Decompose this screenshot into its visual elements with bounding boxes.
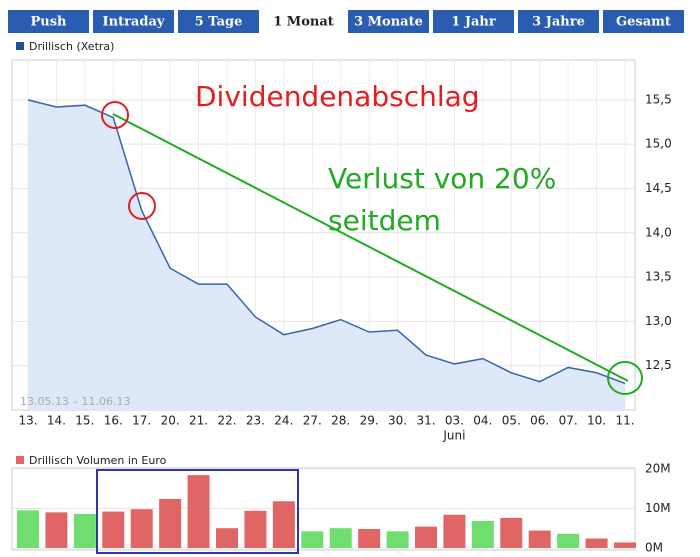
x-tick-label: 07. [559,414,578,428]
x-tick-label: 20. [161,414,180,428]
legend-swatch [16,42,24,50]
y-tick-label: 20M [645,461,671,475]
tab-label[interactable]: 5 Tage [195,15,243,30]
volume-bar [159,498,182,548]
volume-bar [301,531,324,548]
x-tick-label: 14. [47,414,66,428]
volume-bar [585,538,608,548]
x-tick-label: 04. [473,414,492,428]
volume-bar [102,511,125,548]
y-tick-label: 13,5 [645,270,672,284]
annotation: Dividendenabschlag [195,80,480,113]
volume-bar [130,509,153,548]
tab-label[interactable]: Push [31,15,68,30]
x-tick-label: 17. [132,414,151,428]
trend-line [112,113,629,382]
volume-chart: 0M 10M 20M [12,461,671,555]
x-tick-label: 21. [189,414,208,428]
tab-bar: Push Intraday 5 Tage 1 Monat 3 Monate 1 Jahr 3… [8,10,684,33]
y-tick-label: 0M [645,541,663,555]
x-tick-label: 15. [75,414,94,428]
y-tick-label: 15,5 [645,92,672,106]
y-tick-label: 13,0 [645,314,672,328]
x-tick-label: 24. [274,414,293,428]
x-tick-label: 16. [104,414,123,428]
x-tick-label: 03. [445,414,464,428]
price-area [28,99,625,411]
x-tick-label: 13. [18,414,37,428]
annotation: seitdem [328,204,441,237]
tab[interactable] [603,10,684,33]
tab-label[interactable]: Intraday [103,15,165,30]
price-line [27,99,626,385]
month-label: Juni [442,429,465,443]
tab-label[interactable]: 1 Jahr [451,15,496,30]
y-tick-label: 14,0 [645,225,672,239]
volume-bar [216,528,238,548]
volume-bar [614,542,636,548]
tab[interactable] [178,10,259,33]
marker-circle [607,361,643,395]
volume-bar [471,521,494,548]
price-chart: 12,5 13,0 13,5 14,0 14,5 15,0 15,5 13. 14. 15. 16.… [12,60,672,443]
tab-label[interactable]: Gesamt [616,15,671,30]
date-range: 13.05.13 – 11.06.13 [20,395,130,408]
x-tick-label: 29. [360,414,379,428]
marker-circle [128,192,156,220]
volume-bar [500,517,523,548]
tab[interactable] [263,10,344,33]
y-tick-label: 12,5 [645,358,672,372]
x-tick-label: 30. [388,414,407,428]
volume-bar [329,528,352,548]
tab[interactable] [433,10,514,33]
x-tick-label: 06. [530,414,549,428]
tab-label[interactable]: 3 Monate [354,15,423,30]
volume-bar [557,533,580,548]
x-tick-label: 27. [303,414,322,428]
y-tick-label: 14,5 [645,181,672,195]
volume-bar [17,510,39,548]
volume-bar [386,531,409,548]
volume-bar [272,501,295,548]
volume-bar [244,510,267,548]
volume-bar [45,512,68,548]
legend-swatch [16,456,24,464]
volume-bar [528,530,551,548]
tab[interactable] [348,10,429,33]
x-tick-label: 11. [615,414,634,428]
volume-bar [415,526,437,548]
legend-label: Drillisch (Xetra) [29,40,114,53]
tab[interactable] [8,10,89,33]
legend-label: Drillisch Volumen in Euro [29,454,167,467]
tab[interactable] [518,10,599,33]
y-tick-label: 15,0 [645,137,672,151]
marker-circle [101,101,129,129]
x-tick-label: 22. [217,414,236,428]
x-tick-label: 23. [246,414,265,428]
y-tick-label: 10M [645,501,671,515]
annotation-overlay: Dividendenabschlag Verlust von 20% seitd… [96,80,643,554]
x-tick-label: 10. [587,414,606,428]
x-tick-label: 28. [331,414,350,428]
volume-bar [187,475,210,548]
x-tick-label: 31. [416,414,435,428]
volume-bar [443,514,466,548]
x-tick-label: 05. [502,414,521,428]
volume-bar [73,513,96,548]
highlight-box [96,469,299,554]
tab-label[interactable]: 1 Monat [273,15,334,30]
volume-bar [358,528,381,548]
tab-label[interactable]: 3 Jahre [532,15,585,30]
tab[interactable] [93,10,174,33]
annotation: Verlust von 20% [328,162,556,195]
